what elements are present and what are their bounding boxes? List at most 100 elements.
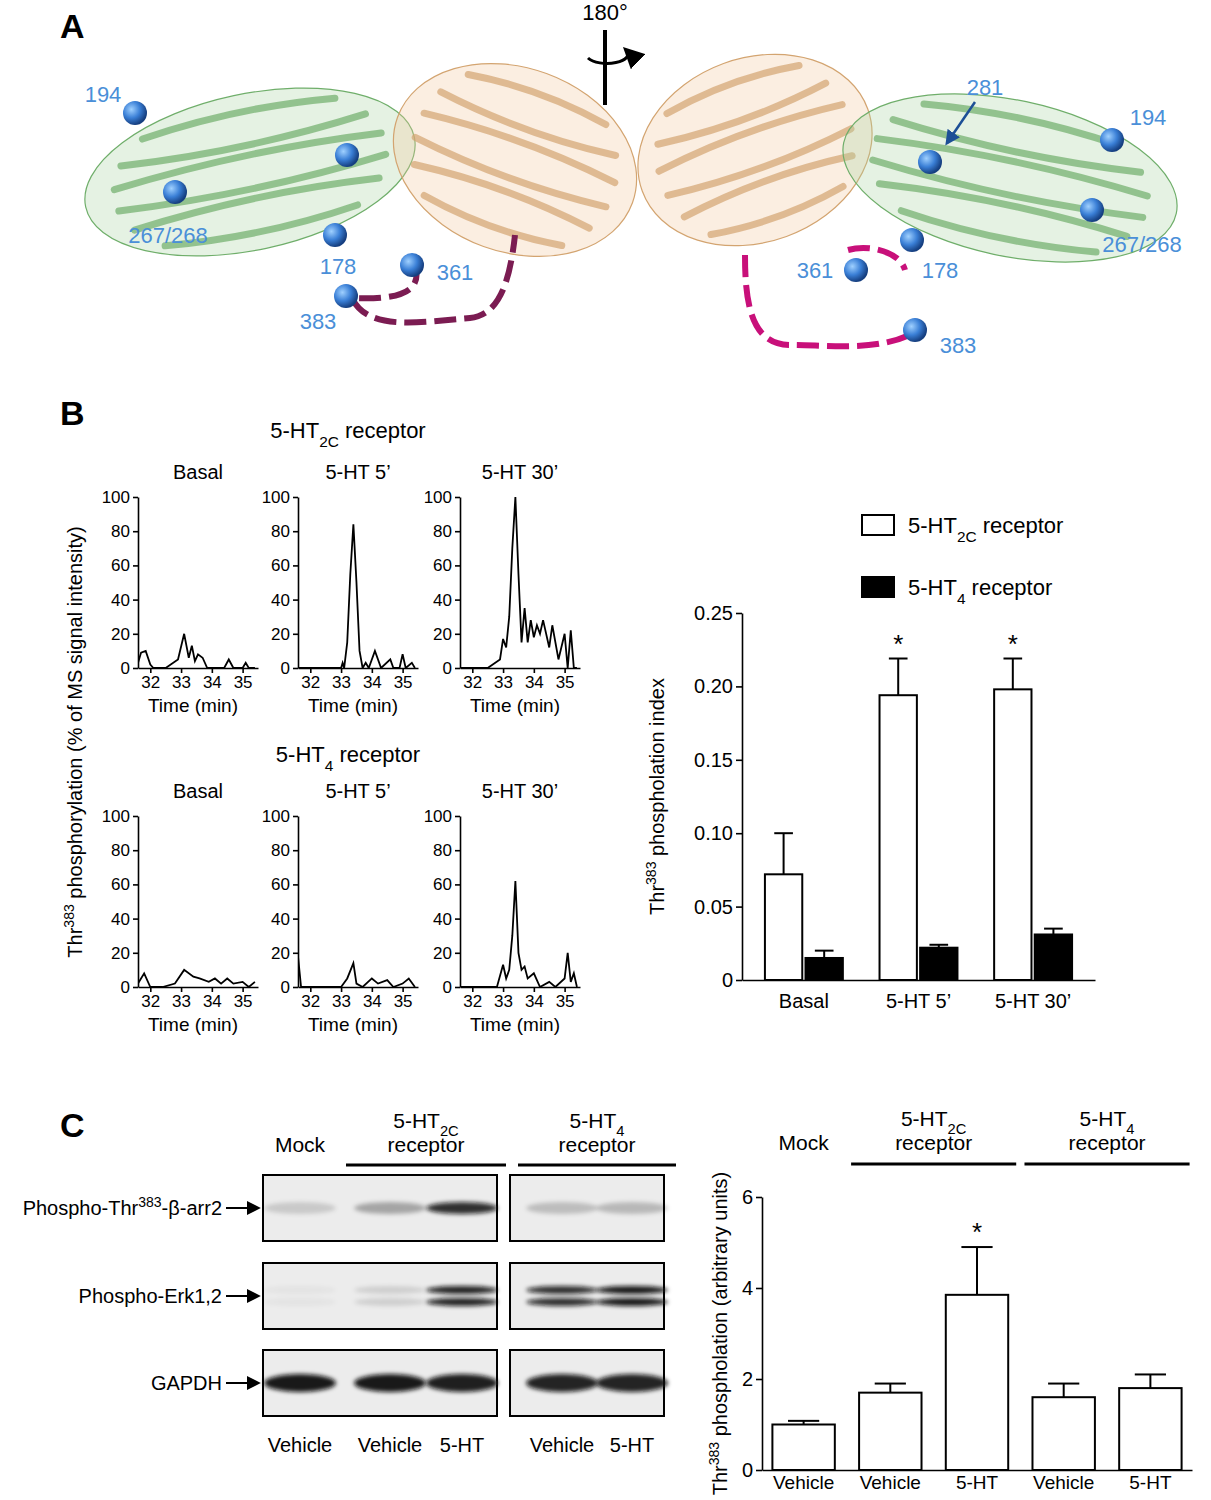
tick: 32 bbox=[463, 987, 482, 1011]
x-axis-title: Time (min) bbox=[470, 695, 560, 716]
text-part: B bbox=[60, 394, 85, 432]
figure: ABC194267/268178361383281194267/26836117… bbox=[0, 0, 1211, 1500]
tick-label: 0 bbox=[443, 659, 452, 678]
x-axis: 32333435 bbox=[299, 668, 419, 692]
tick: 0 bbox=[281, 659, 298, 678]
protein-domain bbox=[827, 66, 1192, 289]
axis-line bbox=[461, 987, 581, 989]
y-axis: 020406080100 bbox=[102, 488, 139, 678]
tick-mark bbox=[133, 850, 138, 852]
blot-band bbox=[596, 1286, 668, 1294]
tick-label: 0.15 bbox=[694, 749, 733, 771]
tick-mark bbox=[455, 565, 460, 567]
trace bbox=[460, 497, 577, 668]
row-pointer bbox=[226, 1382, 258, 1384]
blot-band bbox=[264, 1298, 336, 1306]
bar bbox=[859, 1393, 921, 1470]
x-axis: 32333435 bbox=[299, 987, 419, 1011]
text-part: Thr bbox=[64, 927, 86, 957]
text-part: 5-HT bbox=[570, 1109, 617, 1132]
blot-strip bbox=[263, 1350, 497, 1416]
tick-mark bbox=[133, 531, 138, 533]
tick-mark bbox=[293, 668, 298, 670]
beta-strand bbox=[711, 186, 845, 240]
tick-label: 35 bbox=[394, 992, 413, 1011]
tick: 34 bbox=[203, 987, 222, 1011]
chromatogram: 323334350204060801005-HT 30’Time (min) bbox=[424, 780, 581, 1035]
error-bar bbox=[788, 1421, 819, 1425]
group-bracket bbox=[518, 1164, 676, 1167]
text-part: 267/268 bbox=[1102, 232, 1182, 257]
tick-label: 60 bbox=[271, 875, 290, 894]
tick: 6 bbox=[742, 1186, 762, 1208]
tick-label: 80 bbox=[433, 522, 452, 541]
row-title: 5-HT4 receptor bbox=[276, 742, 420, 774]
tick-label: 20 bbox=[433, 944, 452, 963]
chart-title: 5-HT 5’ bbox=[325, 461, 390, 483]
tick-mark bbox=[455, 952, 460, 954]
tick-label: 40 bbox=[433, 910, 452, 929]
blot-band bbox=[526, 1374, 598, 1392]
tick-label: 100 bbox=[102, 807, 130, 826]
axis-line bbox=[460, 817, 462, 988]
tick-mark bbox=[133, 987, 138, 989]
tick-mark bbox=[455, 987, 460, 989]
tick-label: 80 bbox=[433, 841, 452, 860]
tick-mark bbox=[293, 599, 298, 601]
panel-label: C bbox=[60, 1106, 85, 1144]
tick-label: 34 bbox=[363, 992, 382, 1011]
tick-label: 40 bbox=[271, 591, 290, 610]
y-axis: 0246 bbox=[742, 1186, 763, 1481]
bar-chart: Basal5-HT 5’5-HT 30’00.050.100.150.200.2… bbox=[643, 513, 1096, 1012]
plot-marks bbox=[460, 881, 577, 987]
tick: 33 bbox=[494, 668, 513, 692]
group-label: Mock bbox=[779, 1131, 830, 1154]
text-part: 383 bbox=[940, 333, 977, 358]
error-stem bbox=[1012, 659, 1014, 690]
text-part: 383 bbox=[300, 309, 337, 334]
tick: Vehicle bbox=[1033, 1472, 1094, 1493]
tick: 0 bbox=[722, 969, 742, 991]
row-label: Phospho-Thr383-β-arr2 bbox=[23, 1194, 222, 1219]
tick-mark bbox=[455, 918, 460, 920]
tick: 80 bbox=[111, 522, 138, 541]
tick: 35 bbox=[556, 668, 575, 692]
chromatogram: 323334350204060801005-HT 5’Time (min) bbox=[262, 780, 419, 1035]
tick-mark bbox=[455, 497, 460, 499]
chart-title: Basal bbox=[173, 780, 223, 802]
text-line: receptor bbox=[895, 1131, 972, 1154]
bar-chart: VehicleVehicle5-HTVehicle5-HT0246Thr383 … bbox=[706, 1107, 1193, 1495]
text-part: Time (min) bbox=[148, 1014, 238, 1035]
text-part: 5-HT 5’ bbox=[325, 461, 390, 483]
x-axis-title: Time (min) bbox=[148, 1014, 238, 1035]
tick: 5-HT 5’ bbox=[886, 990, 951, 1012]
tick: 20 bbox=[271, 625, 298, 644]
tick: 100 bbox=[424, 488, 460, 507]
tick-label: 33 bbox=[332, 673, 351, 692]
error-bar bbox=[774, 833, 793, 874]
text-part: phosphorylation (% of MS signal intensit… bbox=[64, 526, 86, 904]
axis-line bbox=[299, 668, 419, 670]
tick-label: 0.25 bbox=[694, 602, 733, 624]
panel-label: A bbox=[60, 7, 85, 45]
tick-label: Vehicle bbox=[1033, 1472, 1094, 1493]
significance-mark: * bbox=[972, 1217, 982, 1247]
text-part: 5-HT bbox=[908, 513, 957, 538]
x-axis-title: Time (min) bbox=[308, 1014, 398, 1035]
lane-label: Vehicle bbox=[530, 1434, 595, 1456]
plot-marks bbox=[298, 956, 415, 987]
error-cap bbox=[1048, 1383, 1079, 1385]
blot-band bbox=[426, 1298, 498, 1306]
axis-line bbox=[461, 668, 581, 670]
tick: 40 bbox=[111, 910, 138, 929]
text-part: 5-HT bbox=[901, 1107, 948, 1130]
error-stem bbox=[1063, 1384, 1065, 1398]
tick-label: 33 bbox=[172, 992, 191, 1011]
text-part: receptor bbox=[965, 575, 1052, 600]
tick: 20 bbox=[271, 944, 298, 963]
tick: 80 bbox=[433, 522, 460, 541]
tick: 33 bbox=[172, 987, 191, 1011]
text-part: 5-HT bbox=[610, 1434, 654, 1456]
residue-sphere bbox=[1100, 128, 1124, 152]
tick: 0.20 bbox=[694, 675, 742, 697]
